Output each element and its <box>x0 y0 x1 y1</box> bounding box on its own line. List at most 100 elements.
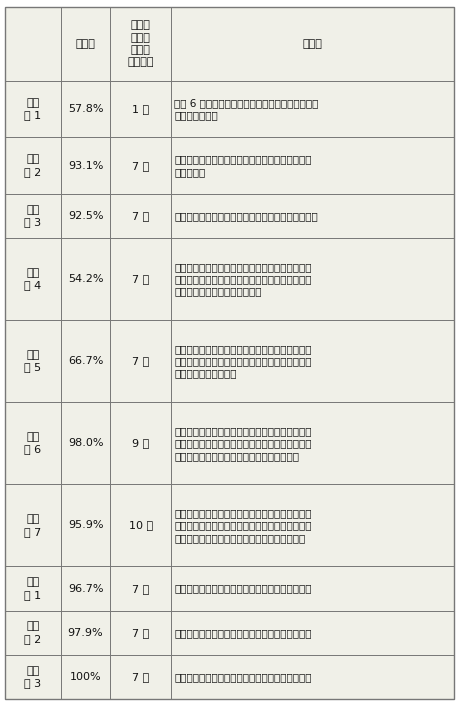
Bar <box>61 611 110 654</box>
Bar <box>5 402 61 484</box>
Bar <box>61 194 110 238</box>
Text: 7 天: 7 天 <box>132 160 149 171</box>
Bar <box>171 7 454 80</box>
Bar <box>5 611 61 654</box>
Bar <box>61 484 110 566</box>
Text: 7 天: 7 天 <box>132 672 149 682</box>
Bar <box>171 238 454 320</box>
Bar <box>5 137 61 194</box>
Bar <box>61 566 110 611</box>
Bar <box>171 654 454 699</box>
Text: 98.0%: 98.0% <box>68 438 103 448</box>
Bar <box>110 137 171 194</box>
Bar <box>110 238 171 320</box>
Bar <box>5 238 61 320</box>
Bar <box>171 611 454 654</box>
Text: 95.9%: 95.9% <box>68 520 103 530</box>
Text: 对比
例 7: 对比 例 7 <box>24 514 41 537</box>
Bar <box>61 320 110 402</box>
Text: 93.1%: 93.1% <box>68 160 103 171</box>
Text: 7 天: 7 天 <box>132 628 149 638</box>
Bar <box>110 7 171 80</box>
Text: 成活率: 成活率 <box>76 39 95 49</box>
Bar <box>110 320 171 402</box>
Bar <box>110 654 171 699</box>
Bar <box>5 566 61 611</box>
Bar <box>5 80 61 137</box>
Bar <box>171 402 454 484</box>
Text: 操作较简单，周期相对较短，能耗低，成活率较高。: 操作较简单，周期相对较短，能耗低，成活率较高。 <box>174 211 318 221</box>
Bar <box>61 7 110 80</box>
Text: 操作较简单、用时相对较短，能耗低，成活率高。: 操作较简单、用时相对较短，能耗低，成活率高。 <box>174 672 312 682</box>
Bar <box>171 611 454 654</box>
Bar <box>5 484 61 566</box>
Bar <box>61 320 110 402</box>
Text: 对比
例 2: 对比 例 2 <box>24 155 41 176</box>
Bar <box>61 7 110 80</box>
Text: 操作较简单，周期相对较短，能耗低，移栽后苗成
活率较高。: 操作较简单，周期相对较短，能耗低，移栽后苗成 活率较高。 <box>174 155 312 176</box>
Bar <box>5 402 61 484</box>
Bar <box>110 402 171 484</box>
Bar <box>171 238 454 320</box>
Text: 对比
例 3: 对比 例 3 <box>24 205 41 227</box>
Bar <box>5 7 61 80</box>
Bar <box>110 320 171 402</box>
Bar <box>171 137 454 194</box>
Bar <box>110 566 171 611</box>
Bar <box>110 80 171 137</box>
Text: 优缺点: 优缺点 <box>303 39 323 49</box>
Bar <box>171 320 454 402</box>
Bar <box>110 611 171 654</box>
Text: 对比
例 5: 对比 例 5 <box>24 350 41 372</box>
Bar <box>61 238 110 320</box>
Bar <box>110 238 171 320</box>
Bar <box>5 238 61 320</box>
Bar <box>5 566 61 611</box>
Text: 7 天: 7 天 <box>132 357 149 366</box>
Bar <box>61 611 110 654</box>
Bar <box>5 654 61 699</box>
Bar <box>171 80 454 137</box>
Bar <box>171 566 454 611</box>
Bar <box>61 137 110 194</box>
Text: 97.9%: 97.9% <box>68 628 103 638</box>
Text: 1 天: 1 天 <box>132 104 149 114</box>
Bar <box>171 484 454 566</box>
Text: 对比
例 1: 对比 例 1 <box>24 97 41 120</box>
Text: 对比
例 6: 对比 例 6 <box>24 432 41 455</box>
Bar <box>171 484 454 566</box>
Text: 实施
例 1: 实施 例 1 <box>24 578 41 599</box>
Bar <box>110 611 171 654</box>
Bar <box>171 654 454 699</box>
Bar <box>61 238 110 320</box>
Bar <box>5 484 61 566</box>
Text: 7 天: 7 天 <box>132 274 149 284</box>
Text: 10 天: 10 天 <box>129 520 153 530</box>
Bar <box>5 194 61 238</box>
Text: 100%: 100% <box>70 672 101 682</box>
Bar <box>5 654 61 699</box>
Bar <box>61 137 110 194</box>
Bar <box>61 566 110 611</box>
Text: 实施
例 3: 实施 例 3 <box>24 666 41 688</box>
Bar <box>110 194 171 238</box>
Text: 7 天: 7 天 <box>132 211 149 221</box>
Bar <box>5 611 61 654</box>
Text: 54.2%: 54.2% <box>68 274 103 284</box>
Text: 92.5%: 92.5% <box>68 211 103 221</box>
Bar <box>61 80 110 137</box>
Text: 不需 6 天的炼苗过程，用时短，操作简单，但移栽
苗成活率较低。: 不需 6 天的炼苗过程，用时短，操作简单，但移栽 苗成活率较低。 <box>174 97 319 120</box>
Bar <box>171 7 454 80</box>
Bar <box>5 80 61 137</box>
Bar <box>5 137 61 194</box>
Bar <box>5 7 61 80</box>
Bar <box>171 320 454 402</box>
Bar <box>110 137 171 194</box>
Bar <box>5 320 61 402</box>
Text: 66.7%: 66.7% <box>68 357 103 366</box>
Text: 9 天: 9 天 <box>132 438 149 448</box>
Text: 后期移栽后苗成活率较高，但由于分株移栽时每个
盆土仅栽种一株苗，造成需消毒的盆土多，操作繁
琐，用时长，能耗高。且效果并未有明显提高。: 后期移栽后苗成活率较高，但由于分株移栽时每个 盆土仅栽种一株苗，造成需消毒的盆土… <box>174 508 312 543</box>
Bar <box>171 137 454 194</box>
Bar <box>110 654 171 699</box>
Text: 57.8%: 57.8% <box>68 104 103 114</box>
